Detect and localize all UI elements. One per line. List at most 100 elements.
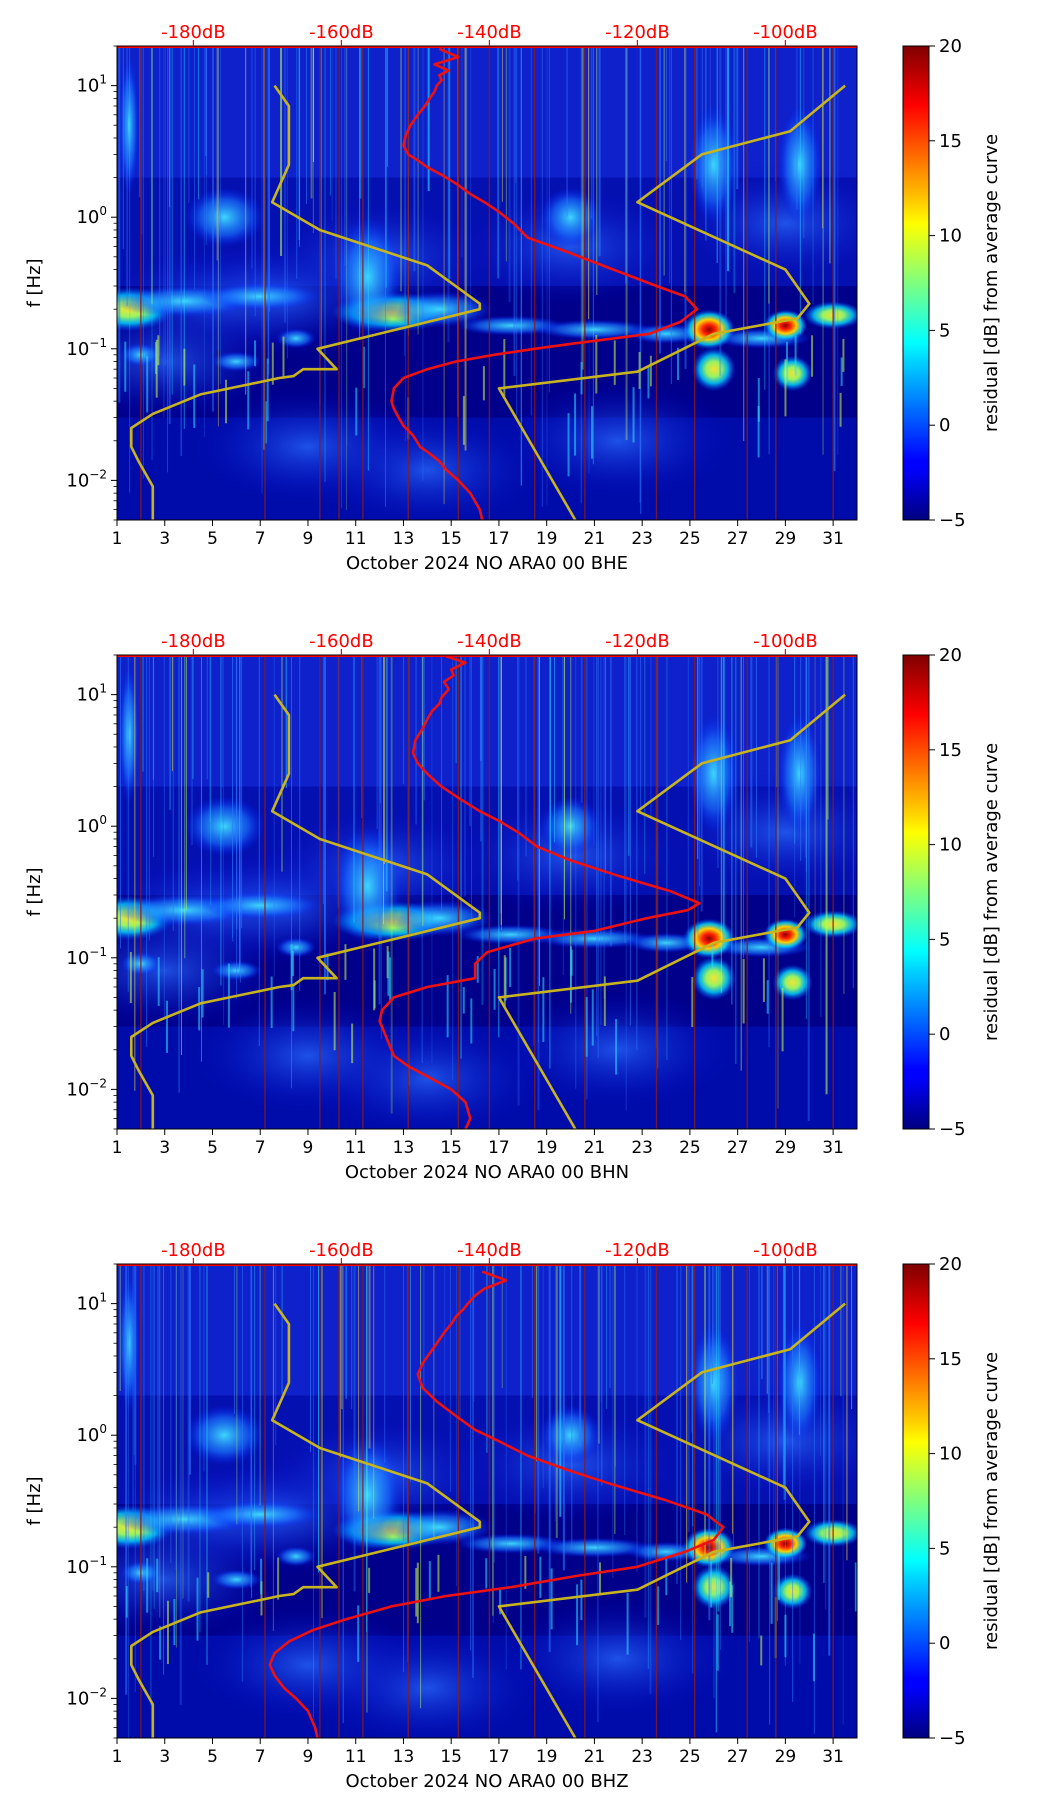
x-tick-label: 29 bbox=[775, 1747, 797, 1767]
x-tick-label: 13 bbox=[393, 529, 415, 549]
x-tick-label: 21 bbox=[584, 1138, 606, 1158]
colorbar-label: residual [dB] from average curve bbox=[981, 134, 1002, 432]
colorbar-label: residual [dB] from average curve bbox=[981, 1352, 1002, 1650]
x-tick-label: 17 bbox=[488, 529, 510, 549]
spectrogram-image bbox=[117, 46, 857, 520]
x-tick-label: 19 bbox=[536, 529, 558, 549]
colorbar-tick-label: 0 bbox=[939, 1024, 950, 1045]
y-tick-label: 10−2 bbox=[66, 1076, 107, 1100]
x-tick-label: 31 bbox=[822, 529, 844, 549]
colorbar-tick-label: −5 bbox=[939, 510, 966, 531]
y-axis-label: f [Hz] bbox=[24, 258, 45, 307]
x-tick-label: 1 bbox=[112, 529, 123, 549]
y-tick-label: 10−1 bbox=[66, 945, 107, 969]
x-tick-label: 25 bbox=[679, 529, 701, 549]
x-tick-label: 15 bbox=[440, 529, 462, 549]
y-tick-label: 100 bbox=[76, 1422, 107, 1446]
colorbar-gradient bbox=[902, 45, 930, 521]
x-tick-label: 11 bbox=[345, 529, 367, 549]
top-axis-db-label: -180dB bbox=[161, 631, 226, 652]
model-curve-2 bbox=[497, 693, 846, 1129]
x-tick-label: 29 bbox=[775, 529, 797, 549]
plot-frame bbox=[116, 45, 858, 521]
x-tick-label: 27 bbox=[727, 529, 749, 549]
colorbar-tick-label: 20 bbox=[939, 645, 962, 666]
top-axis-db-label: -140dB bbox=[457, 631, 522, 652]
x-tick-label: 7 bbox=[255, 529, 266, 549]
y-tick-label: 100 bbox=[76, 204, 107, 228]
x-tick-label: 9 bbox=[303, 529, 314, 549]
colorbar-tick-label: 5 bbox=[939, 1538, 950, 1559]
colorbar-tick-label: 10 bbox=[939, 835, 962, 856]
x-tick-label: 17 bbox=[488, 1138, 510, 1158]
x-tick-label: 23 bbox=[631, 529, 653, 549]
top-axis-db-label: -160dB bbox=[309, 1240, 374, 1261]
model-curve-1 bbox=[130, 1302, 482, 1738]
colorbar-gradient bbox=[902, 1263, 930, 1739]
x-tick-label: 11 bbox=[345, 1138, 367, 1158]
y-axis-label: f [Hz] bbox=[24, 867, 45, 916]
x-tick-label: 5 bbox=[207, 1747, 218, 1767]
top-axis-db-label: -120dB bbox=[605, 1240, 670, 1261]
colorbar-tick-label: 20 bbox=[939, 1254, 962, 1275]
x-tick-label: 1 bbox=[112, 1747, 123, 1767]
colorbar-tick-label: 5 bbox=[939, 320, 950, 341]
x-tick-label: 27 bbox=[727, 1138, 749, 1158]
noise-curve bbox=[268, 1270, 725, 1738]
spectrogram-image bbox=[117, 1264, 857, 1738]
y-axis-label: f [Hz] bbox=[24, 1476, 45, 1525]
colorbar-label: residual [dB] from average curve bbox=[981, 743, 1002, 1041]
colorbar-tick-label: 10 bbox=[939, 1444, 962, 1465]
x-tick-label: 21 bbox=[584, 529, 606, 549]
x-tick-label: 27 bbox=[727, 1747, 749, 1767]
colorbar-tick-label: −5 bbox=[939, 1728, 966, 1749]
plot-frame bbox=[116, 1263, 858, 1739]
x-tick-label: 3 bbox=[159, 1138, 170, 1158]
x-tick-label: 17 bbox=[488, 1747, 510, 1767]
y-tick-label: 101 bbox=[76, 1291, 107, 1315]
x-tick-label: 9 bbox=[303, 1138, 314, 1158]
colorbar-gradient bbox=[902, 654, 930, 1130]
top-axis-db-label: -120dB bbox=[605, 631, 670, 652]
x-tick-label: 21 bbox=[584, 1747, 606, 1767]
x-tick-label: 13 bbox=[393, 1747, 415, 1767]
x-tick-label: 15 bbox=[440, 1747, 462, 1767]
colorbar-tick-label: 15 bbox=[939, 131, 962, 152]
colorbar-tick-label: 15 bbox=[939, 1349, 962, 1370]
noise-curve bbox=[390, 47, 699, 520]
x-tick-label: 3 bbox=[159, 1747, 170, 1767]
model-curve-1 bbox=[130, 84, 482, 520]
top-axis-db-label: -140dB bbox=[457, 22, 522, 43]
y-tick-label: 101 bbox=[76, 73, 107, 97]
colorbar-tick-label: 20 bbox=[939, 36, 962, 57]
x-tick-label: 11 bbox=[345, 1747, 367, 1767]
x-tick-label: 25 bbox=[679, 1747, 701, 1767]
x-tick-label: 31 bbox=[822, 1138, 844, 1158]
model-curve-2 bbox=[497, 1302, 846, 1738]
top-axis-db-label: -120dB bbox=[605, 22, 670, 43]
x-tick-label: 15 bbox=[440, 1138, 462, 1158]
top-axis-db-label: -160dB bbox=[309, 22, 374, 43]
top-axis-db-label: -100dB bbox=[753, 1240, 818, 1261]
top-axis-db-label: -100dB bbox=[753, 22, 818, 43]
x-tick-label: 5 bbox=[207, 1138, 218, 1158]
x-tick-label: 19 bbox=[536, 1138, 558, 1158]
top-axis-db-label: -160dB bbox=[309, 631, 374, 652]
x-tick-label: 23 bbox=[631, 1747, 653, 1767]
colorbar-tick-label: 15 bbox=[939, 740, 962, 761]
colorbar: −5 0 5 10 15 20 residual [dB] from average cur… bbox=[902, 645, 1002, 1140]
x-tick-label: 31 bbox=[822, 1747, 844, 1767]
y-tick-label: 10−1 bbox=[66, 1554, 107, 1578]
x-tick-label: 25 bbox=[679, 1138, 701, 1158]
x-axis-label: October 2024 NO ARA0 00 BHE bbox=[346, 553, 628, 574]
y-tick-label: 10−1 bbox=[66, 336, 107, 360]
y-tick-label: 100 bbox=[76, 813, 107, 837]
top-axis-db-label: -140dB bbox=[457, 1240, 522, 1261]
model-curve-1 bbox=[130, 693, 482, 1129]
x-tick-label: 13 bbox=[393, 1138, 415, 1158]
x-tick-label: 1 bbox=[112, 1138, 123, 1158]
